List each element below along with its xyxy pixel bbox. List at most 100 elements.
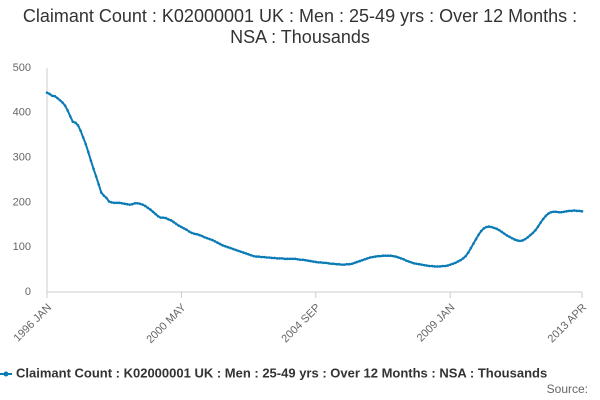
point xyxy=(224,245,227,248)
point xyxy=(332,262,336,266)
point xyxy=(203,236,206,239)
point xyxy=(156,214,160,218)
point xyxy=(441,264,444,268)
point xyxy=(490,225,493,229)
point xyxy=(366,257,369,260)
point xyxy=(404,259,408,262)
source: Source: xyxy=(547,382,588,396)
point xyxy=(58,98,62,102)
point xyxy=(392,254,395,258)
point xyxy=(208,237,212,241)
x-tick-label: 2000 MAY xyxy=(144,301,189,346)
point xyxy=(92,167,95,171)
point xyxy=(298,258,302,262)
point xyxy=(485,225,488,229)
point xyxy=(572,209,576,212)
point xyxy=(353,261,356,265)
point xyxy=(337,262,341,266)
point xyxy=(376,254,380,258)
point xyxy=(451,262,455,266)
point xyxy=(45,91,49,94)
point xyxy=(125,202,129,206)
point xyxy=(397,256,400,259)
point xyxy=(50,94,54,98)
point xyxy=(226,245,230,249)
point xyxy=(138,202,142,206)
point xyxy=(71,120,75,124)
point xyxy=(402,257,405,261)
point xyxy=(335,262,338,266)
point xyxy=(415,262,418,266)
point xyxy=(510,236,514,240)
point xyxy=(244,252,248,255)
point xyxy=(143,204,147,208)
point xyxy=(358,259,362,263)
point xyxy=(565,210,568,213)
point xyxy=(355,260,359,264)
point xyxy=(270,256,274,260)
point xyxy=(265,256,268,259)
point xyxy=(384,254,387,258)
point xyxy=(291,257,294,261)
point xyxy=(311,260,315,263)
point xyxy=(304,258,307,262)
point xyxy=(105,196,108,200)
point xyxy=(198,233,201,237)
point xyxy=(118,201,121,205)
point xyxy=(516,239,519,242)
point xyxy=(314,260,318,264)
point xyxy=(182,227,186,230)
point xyxy=(482,227,486,230)
point xyxy=(531,231,535,235)
point xyxy=(379,254,382,258)
point xyxy=(446,264,449,267)
point xyxy=(257,255,261,258)
point xyxy=(97,183,100,186)
x-tick-label: 1996 JAN xyxy=(12,302,55,345)
point xyxy=(162,216,165,219)
point xyxy=(562,210,566,214)
point xyxy=(428,264,431,268)
point xyxy=(68,115,72,118)
point xyxy=(79,129,82,133)
point xyxy=(128,203,132,206)
point xyxy=(389,254,393,258)
point xyxy=(252,254,256,258)
point xyxy=(412,262,416,265)
point xyxy=(474,237,478,241)
point xyxy=(348,262,351,266)
line xyxy=(46,91,583,268)
point xyxy=(187,230,191,233)
point xyxy=(529,233,532,237)
point xyxy=(477,233,480,236)
point xyxy=(123,202,126,206)
point xyxy=(518,239,522,243)
point xyxy=(48,92,51,96)
point xyxy=(443,264,447,268)
point xyxy=(306,259,310,262)
point xyxy=(381,254,385,258)
point xyxy=(107,200,111,203)
point xyxy=(329,262,333,266)
point xyxy=(570,209,573,213)
point xyxy=(567,209,571,213)
point xyxy=(296,257,300,261)
point xyxy=(177,224,181,227)
point xyxy=(552,210,555,214)
point xyxy=(534,228,537,232)
x-tick-label: 2004 SEP xyxy=(279,302,323,346)
point xyxy=(102,194,106,197)
point xyxy=(435,265,439,268)
point xyxy=(466,251,470,254)
point xyxy=(461,257,465,260)
point xyxy=(420,263,424,266)
point xyxy=(239,250,243,253)
point xyxy=(523,237,527,241)
point xyxy=(205,236,209,240)
point xyxy=(464,254,467,258)
point xyxy=(500,230,504,234)
point xyxy=(371,255,374,259)
point xyxy=(322,261,325,265)
